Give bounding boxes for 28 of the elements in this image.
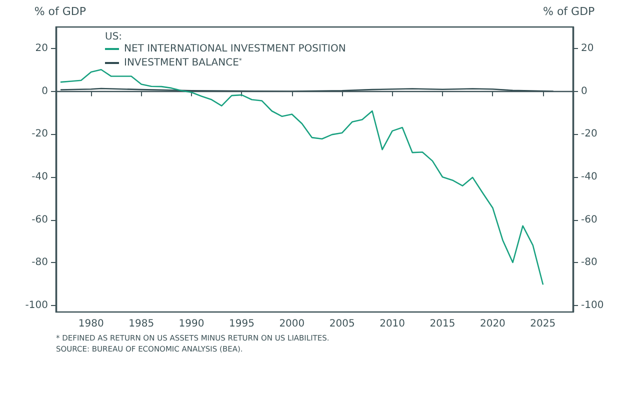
y2-tick-label: 0 <box>581 86 588 97</box>
y2-tick-label: -60 <box>581 214 598 226</box>
x-tick-label: 2020 <box>480 318 506 330</box>
legend-title: US: <box>105 32 122 42</box>
y-tick-label: 20 <box>35 42 48 54</box>
x-tick-label: 2005 <box>329 318 355 330</box>
y2-tick-label: -80 <box>581 257 598 268</box>
y2-tick-label: 20 <box>581 42 594 54</box>
x-tick-label: 2025 <box>530 318 556 330</box>
y-axis-title: % of GDP <box>34 5 86 18</box>
y-tick-label: -100 <box>25 300 48 312</box>
x-tick-label: 1985 <box>128 318 154 330</box>
y-tick-label: -20 <box>32 128 48 140</box>
y-tick-label: -80 <box>32 257 48 268</box>
x-tick-label: 2010 <box>380 318 406 330</box>
y2-tick-label: -40 <box>581 172 598 182</box>
x-tick-label: 1980 <box>78 318 104 330</box>
x-tick-label: 1995 <box>228 318 254 330</box>
legend-label: NET INTERNATIONAL INVESTMENT POSITION <box>124 44 346 54</box>
y2-tick-label: -20 <box>581 128 598 140</box>
x-tick-label: 2000 <box>279 318 305 330</box>
y-tick-label: -40 <box>32 172 48 182</box>
y2-axis-title: % of GDP <box>543 5 596 18</box>
x-tick-label: 2015 <box>430 318 456 330</box>
y2-tick-label: -100 <box>581 300 604 312</box>
y-tick-label: 0 <box>42 86 48 97</box>
x-tick-label: 1990 <box>178 318 204 330</box>
y-tick-label: -60 <box>32 214 48 226</box>
